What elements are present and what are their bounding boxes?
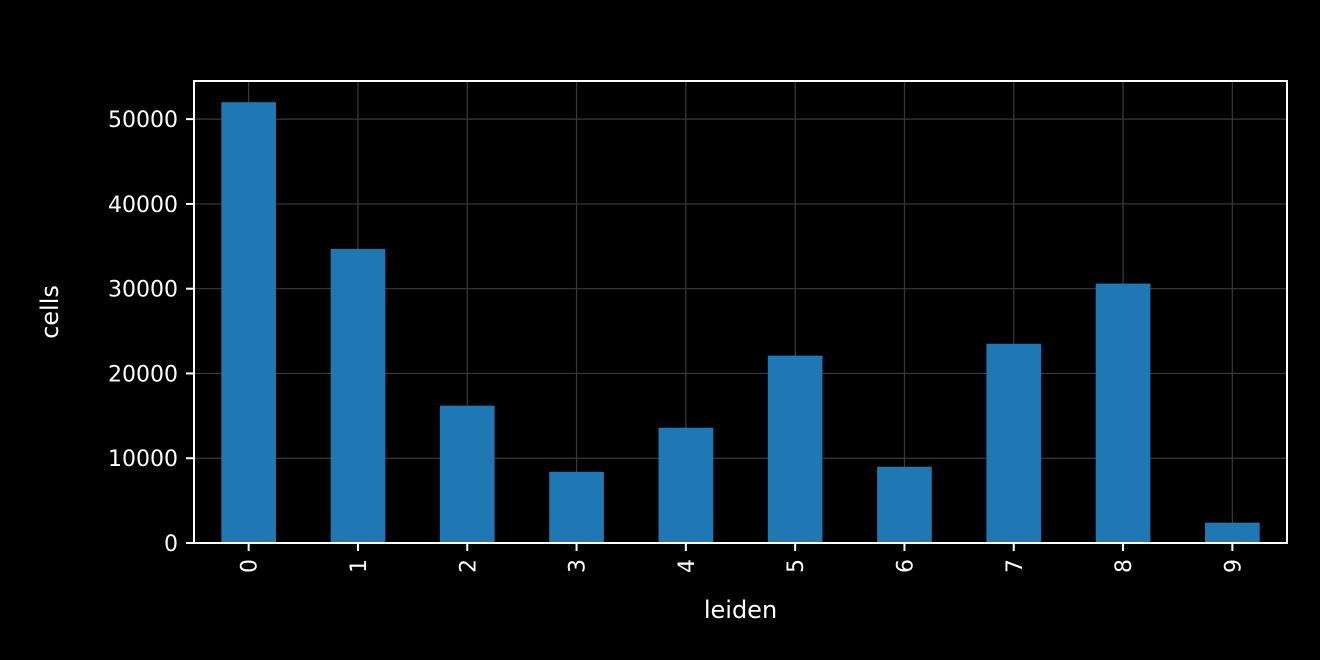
- y-tick-label: 40000: [108, 193, 178, 218]
- bars: [221, 102, 1260, 543]
- bar-4: [658, 427, 714, 543]
- x-tick-label: 8: [1112, 559, 1137, 573]
- bar-6: [877, 466, 932, 543]
- bar-7: [986, 343, 1042, 543]
- plot-frame: [193, 80, 1288, 544]
- x-axis-label: leiden: [704, 596, 777, 624]
- bar-2: [439, 405, 495, 543]
- y-tick-label: 50000: [108, 108, 178, 133]
- x-tick-label: 2: [456, 559, 481, 573]
- y-tick-label: 10000: [108, 447, 178, 472]
- y-tick-label: 30000: [108, 278, 178, 303]
- x-tick-label: 5: [784, 559, 809, 573]
- y-tick-label: 0: [164, 532, 178, 557]
- bar-5: [767, 355, 823, 543]
- x-tick-label: 3: [566, 559, 591, 573]
- bar-1: [330, 248, 386, 543]
- x-tick-label: 9: [1221, 559, 1246, 573]
- bar-0: [221, 102, 276, 543]
- x-tick-label: 4: [675, 559, 700, 573]
- bar-9: [1205, 522, 1260, 543]
- x-tick-label: 1: [347, 559, 372, 573]
- x-tick-label: 6: [893, 559, 918, 573]
- y-tick-label: 20000: [108, 362, 178, 387]
- axis-ticks: 0 10000 20000 30000 40000 50000 0 1 2 3 4 5 6 7 8 9: [108, 108, 1246, 573]
- bar-3: [549, 471, 604, 543]
- bar-8: [1095, 283, 1151, 543]
- x-tick-label: 0: [238, 559, 263, 573]
- y-axis-label: cells: [36, 285, 64, 339]
- x-tick-label: 7: [1003, 559, 1028, 573]
